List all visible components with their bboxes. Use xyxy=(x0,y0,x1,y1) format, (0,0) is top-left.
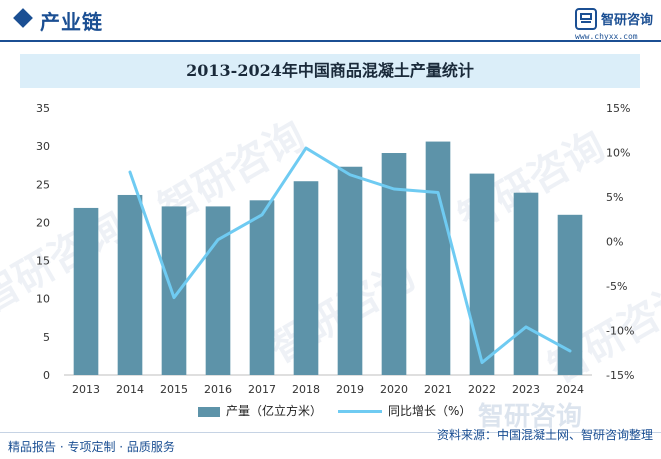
footer-divider xyxy=(0,432,661,433)
x-tick-label: 2021 xyxy=(424,383,452,396)
legend-bar-swatch xyxy=(198,406,220,417)
y-left-tick-label: 5 xyxy=(43,331,50,344)
footer-tagline: 精品报告 · 专项定制 · 品质服务 xyxy=(8,440,175,454)
section-title: 产业链 xyxy=(40,10,103,34)
brand-logo: 智研咨询 www.chyxx.com xyxy=(575,6,655,41)
bar xyxy=(557,214,583,375)
legend-line-swatch xyxy=(338,410,382,413)
x-tick-label: 2020 xyxy=(380,383,408,396)
bottom-watermark-logo: 智研咨询 xyxy=(478,402,583,432)
y-right-tick-label: 5% xyxy=(606,191,623,204)
brand-name: 智研咨询 xyxy=(601,13,654,28)
header-divider xyxy=(0,40,661,42)
y-left-tick-label: 0 xyxy=(43,369,50,382)
bar xyxy=(293,181,319,375)
y-right-tick-label: 10% xyxy=(606,147,630,160)
x-tick-label: 2022 xyxy=(468,383,496,396)
legend-label-line: 同比增长（%） xyxy=(388,404,472,418)
bar xyxy=(117,194,143,375)
y-left-tick-label: 20 xyxy=(36,216,50,229)
diamond-icon xyxy=(13,8,33,28)
y-right-tick-label: 15% xyxy=(606,102,630,115)
x-tick-label: 2018 xyxy=(292,383,320,396)
y-left-tick-label: 15 xyxy=(36,255,50,268)
y-left-tick-label: 10 xyxy=(36,293,50,306)
bar xyxy=(205,206,231,375)
y-left-tick-label: 25 xyxy=(36,178,50,191)
bar xyxy=(469,173,495,375)
bar xyxy=(337,166,363,375)
bar xyxy=(513,192,539,375)
x-tick-label: 2023 xyxy=(512,383,540,396)
x-tick-label: 2015 xyxy=(160,383,188,396)
growth-line xyxy=(128,146,572,365)
x-tick-label: 2024 xyxy=(556,383,584,396)
x-tick-label: 2016 xyxy=(204,383,232,396)
legend-item-bar: 产量（亿立方米） xyxy=(198,402,322,419)
y-left-tick-label: 30 xyxy=(36,140,50,153)
x-tick-label: 2014 xyxy=(116,383,144,396)
y-right-tick-label: 0% xyxy=(606,236,623,249)
y-right-tick-label: -10% xyxy=(606,325,634,338)
y-left-tick-label: 35 xyxy=(36,102,50,115)
chart-title: 2013-2024年中国商品混凝土产量统计 xyxy=(186,61,474,80)
x-tick-label: 2017 xyxy=(248,383,276,396)
x-tick-label: 2019 xyxy=(336,383,364,396)
bar xyxy=(249,200,275,375)
bar xyxy=(73,207,99,375)
chart-area: 0 5 10 15 20 25 30 35 -15% -10% -5% 0% 5% 10% 15% 2013 2… xyxy=(36,102,634,396)
legend-label-bar: 产量（亿立方米） xyxy=(226,404,323,418)
y-right-tick-label: -15% xyxy=(606,369,634,382)
bar xyxy=(161,206,187,375)
brand-url: www.chyxx.com xyxy=(575,32,638,41)
y-right-tick-label: -5% xyxy=(606,280,627,293)
source-note: 资料来源：中国混凝土网、智研咨询整理 xyxy=(436,428,653,442)
chart-title-band: 2013-2024年中国商品混凝土产量统计 xyxy=(20,54,640,88)
legend-item-line: 同比增长（%） xyxy=(338,402,471,419)
page-header: 产业链 智研咨询 www.chyxx.com xyxy=(0,0,661,42)
brand-logo-icon xyxy=(575,8,597,30)
bar xyxy=(425,141,451,375)
x-tick-label: 2013 xyxy=(72,383,100,396)
